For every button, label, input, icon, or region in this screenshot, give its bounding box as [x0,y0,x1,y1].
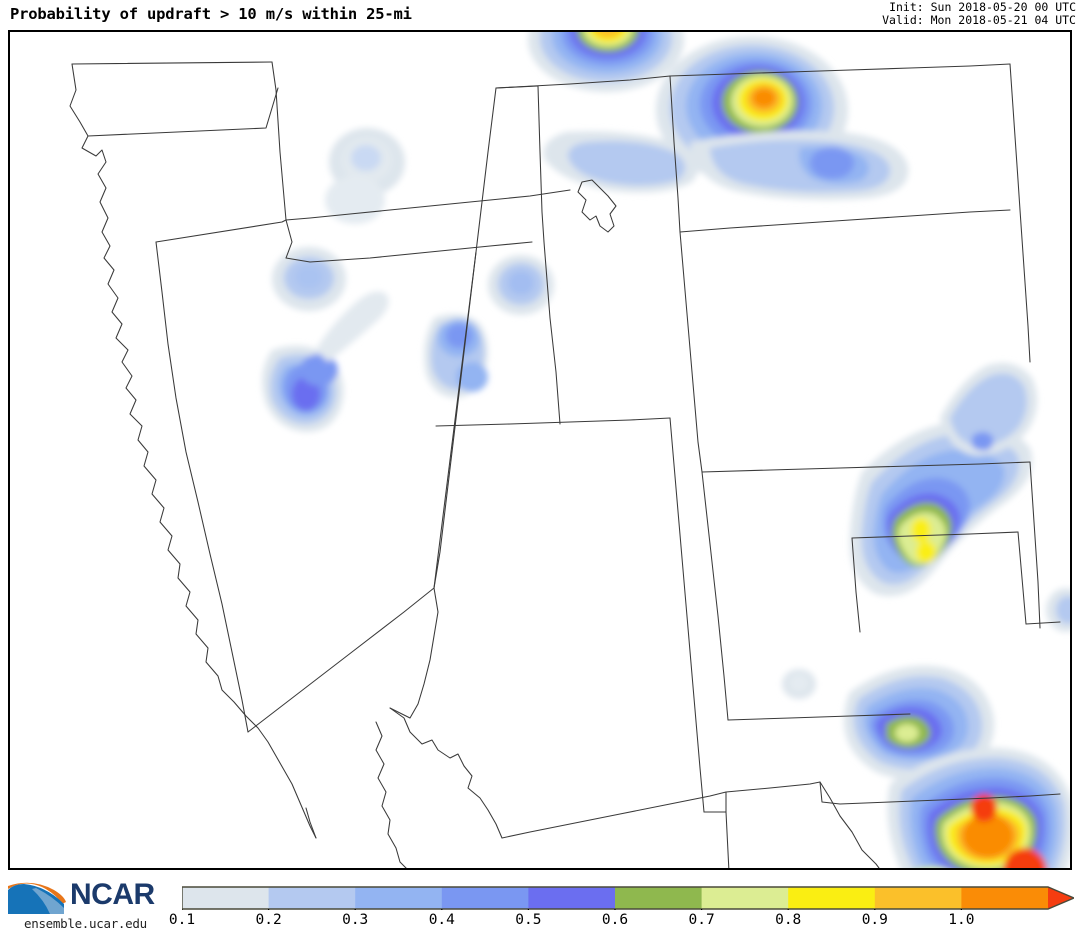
contour-group-nevada-couplet [262,345,344,432]
contour-group-couplet-tail [316,291,389,362]
header-bar: Probability of updraft > 10 m/s within 2… [0,0,1080,30]
colorbar-band [528,887,616,909]
ncar-url: ensemble.ucar.edu [24,916,147,931]
ncar-wordmark: NCAR [70,878,155,911]
colorbar-tick-label: 0.5 [515,912,542,928]
colorbar-tick-label: 0.4 [428,912,455,928]
map-panel [8,30,1072,870]
state-boundaries [69,61,1061,868]
contour-group-small-cell [782,669,816,699]
contour-group-montana-plume-west [543,131,699,193]
colorbar-over-arrow [1048,887,1074,909]
colorbar-tick-labels: 0.1 0.2 0.3 0.4 0.5 0.6 0.7 0.8 0.9 1.0 [169,912,1074,932]
footer-bar: NCAR ensemble.ucar.edu 0.1 0.2 0.3 0.4 0.5 0.… [0,870,1080,936]
logo-light-swoosh [32,888,64,914]
colorbar-band [874,887,962,909]
contour-group-montana-plume [690,130,909,200]
colorbar-band [701,887,789,909]
colorbar-outline [182,886,1074,910]
colorbar: 0.1 0.2 0.3 0.4 0.5 0.6 0.7 0.8 0.9 1.0 [169,886,1074,932]
contour-group-colorado-plume [940,362,1038,456]
colorbar-tick-label: 0.3 [342,912,369,928]
colorbar-band [615,887,703,909]
colorbar-tick-label: 0.8 [775,912,802,928]
colorbar-band [268,887,356,909]
valid-time: Valid: Mon 2018-05-21 04 UTC [882,13,1076,27]
contour-group-utah-cell [488,255,554,315]
logo-orange-arc [8,882,66,904]
colorbar-band [788,887,876,909]
probability-contour-fills [262,32,1070,868]
contour-group-right-edge [1046,588,1070,632]
init-time: Init: Sun 2018-05-20 00 UTC [889,0,1076,14]
ncar-logo: NCAR ensemble.ucar.edu [4,874,172,932]
colorbar-tick-label: 1.0 [948,912,975,928]
contour-group-new-mexico [844,665,995,781]
probability-map [69,32,1070,868]
colorbar-tick-label: 0.6 [601,912,629,928]
colorbar-band [961,887,1049,909]
colorbar-band [355,887,443,909]
contour-group-nevada-cell-lower [325,176,385,224]
contour-group-utah-border [424,314,488,398]
colorbar-bands [182,886,1074,910]
contour-group-southeast-max [887,747,1070,868]
forecast-timestamps: Init: Sun 2018-05-20 00 UTC Valid: Mon 2… [882,1,1076,27]
colorbar-tick-label: 0.1 [168,912,196,928]
colorbar-tick-label: 0.2 [255,912,282,928]
contour-group-north-edge [528,32,684,92]
colorbar-tick-label: 0.9 [861,912,888,928]
ncar-logo-mark [8,882,66,914]
contour-group-nevada-cell-2 [272,247,346,311]
page-title: Probability of updraft > 10 m/s within 2… [10,5,412,23]
colorbar-tick-label: 0.7 [688,912,715,928]
colorbar-band [441,887,529,909]
colorbar-band [182,887,270,909]
colorbar-svg [182,886,1074,910]
